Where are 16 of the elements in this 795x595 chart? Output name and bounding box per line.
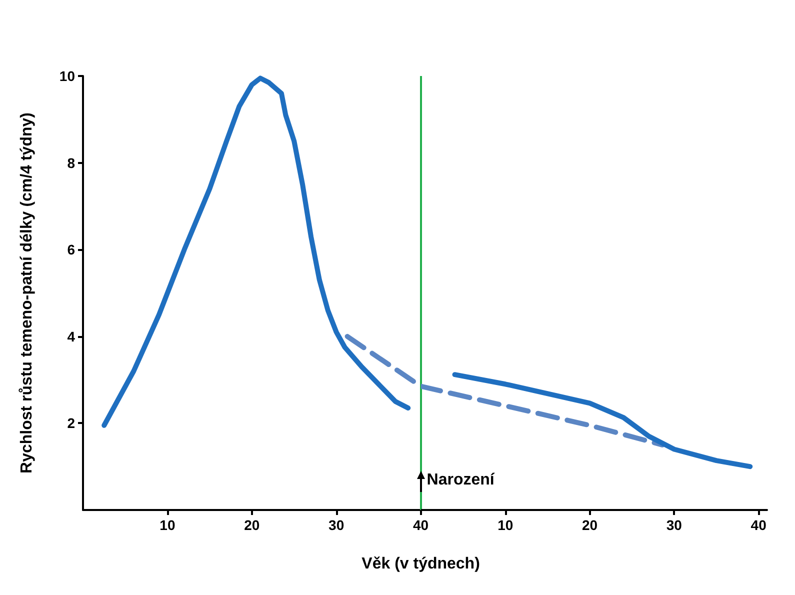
x-tick-label: 20 [244,517,260,533]
y-tick-label: 2 [67,415,76,432]
x-tick-label: 40 [412,517,429,533]
x-axis-title: Věk (v týdnech) [362,556,480,572]
x-tick-label: 20 [582,517,598,533]
x-tick-label: 10 [160,517,176,533]
y-tick-label: 4 [67,328,76,344]
y-tick-label: 8 [67,154,76,171]
y-tick-label: 6 [67,242,76,258]
x-tick-label: 30 [328,517,344,533]
y-axis-title: Rychlost růstu temeno-patní délky (cm/4 týdny) [18,112,36,474]
x-tick-label: 10 [497,517,514,533]
x-tick-label: 30 [666,517,682,533]
ref-line-label: Narození [426,472,495,488]
y-tick-label: 10 [59,68,76,84]
x-tick-label: 40 [750,517,766,533]
